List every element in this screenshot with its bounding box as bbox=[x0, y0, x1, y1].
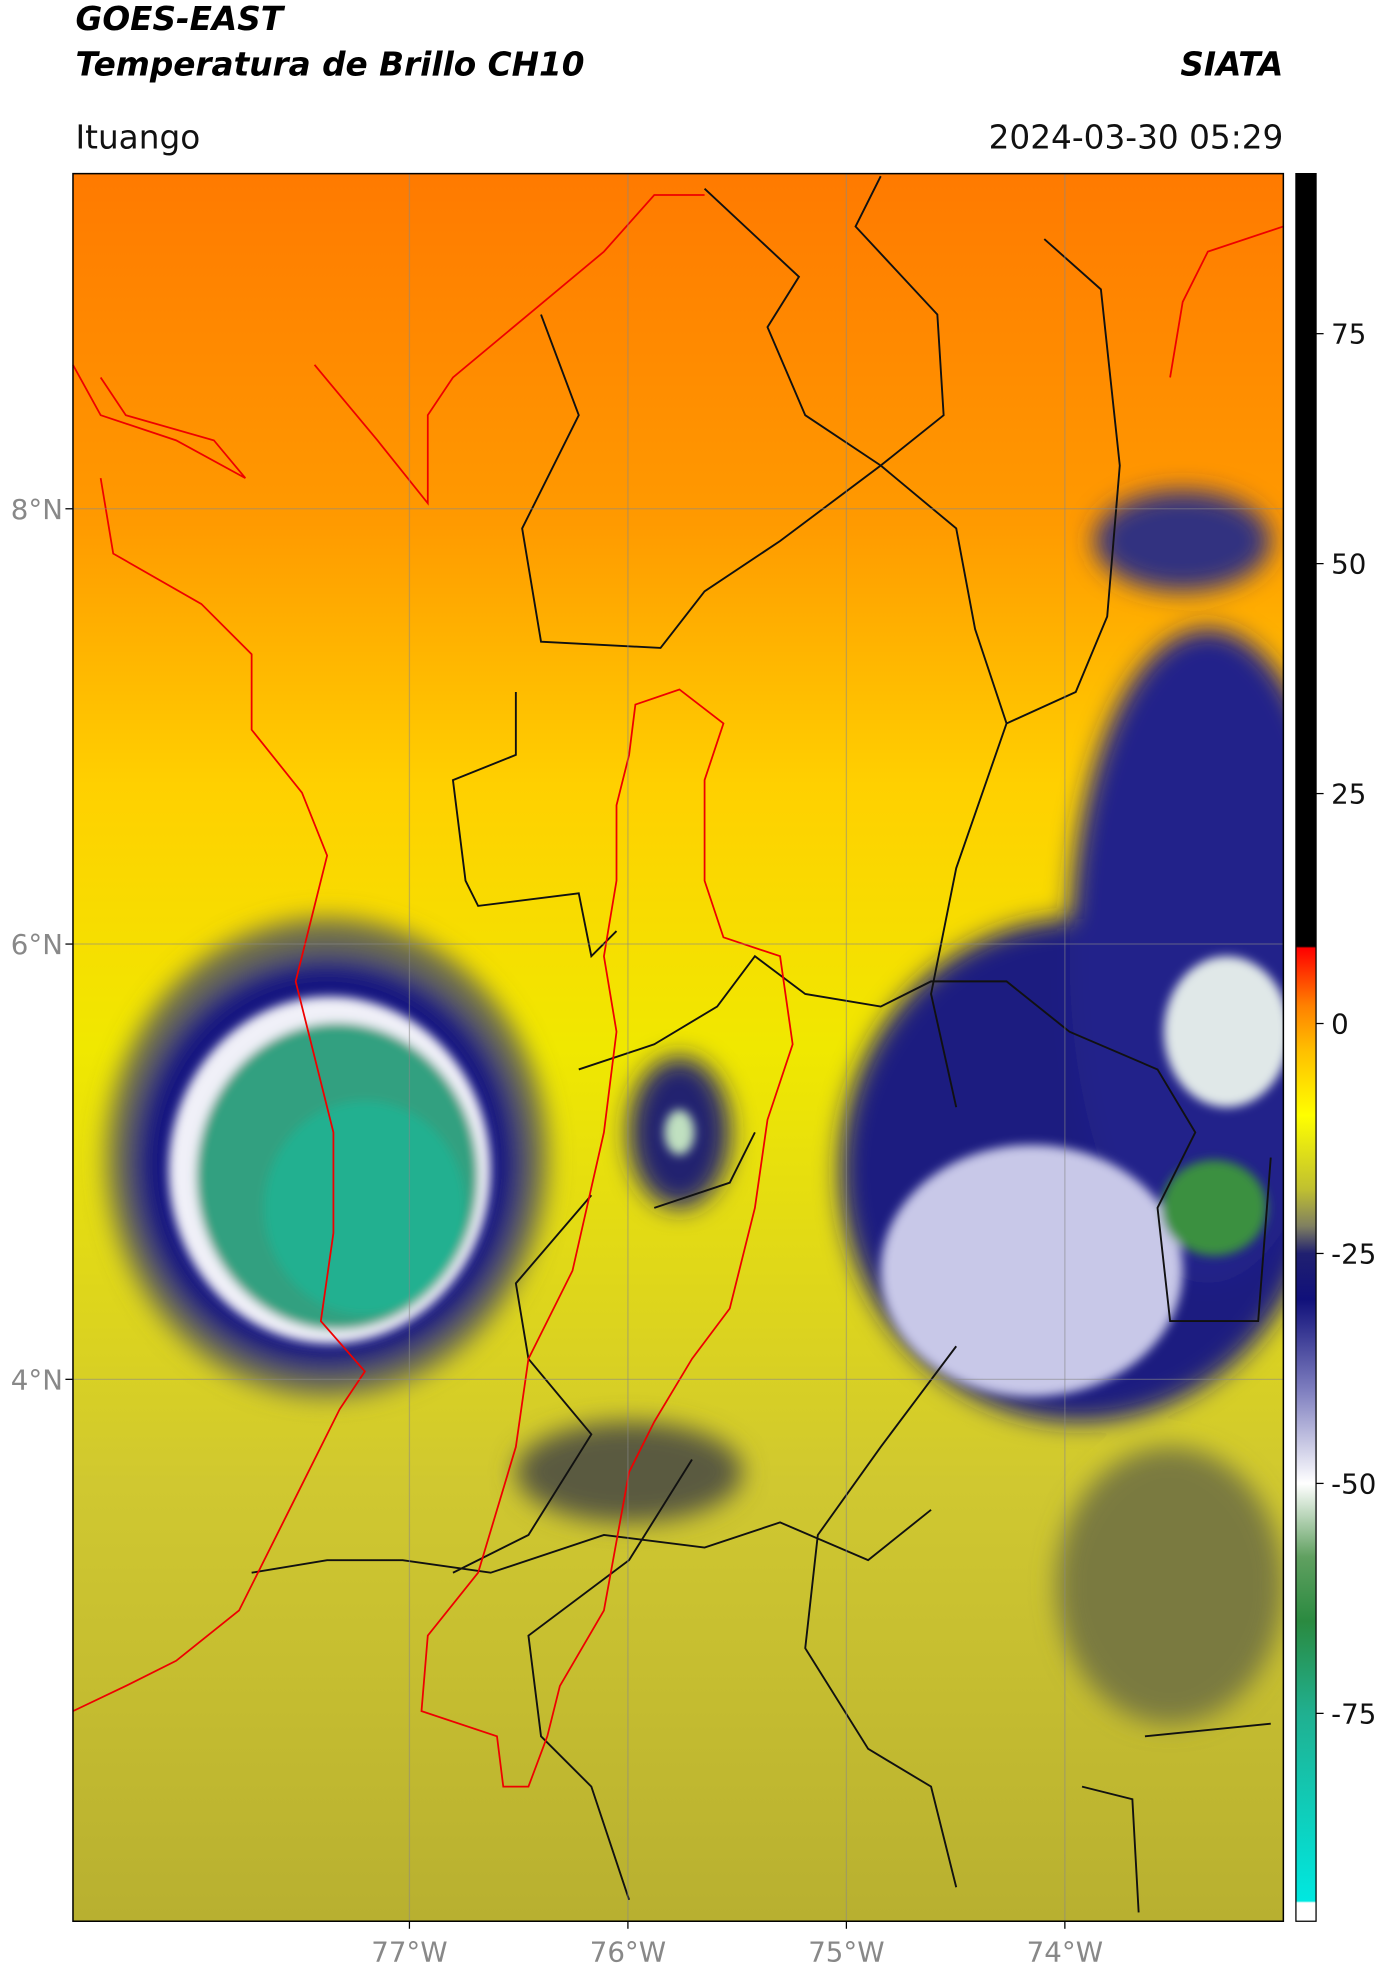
x-tick-label: 75°W bbox=[808, 1935, 884, 1968]
colorbar-tick-label: 0 bbox=[1331, 1008, 1349, 1041]
subtitle: Temperatura de Brillo CH10 bbox=[75, 45, 584, 83]
map-frame bbox=[72, 172, 1285, 1922]
datetime: 2024-03-30 05:29 bbox=[989, 118, 1284, 156]
colorbar-tick-label: 50 bbox=[1331, 548, 1366, 581]
source: SIATA bbox=[1180, 45, 1283, 83]
colorbar-tick-label: 25 bbox=[1331, 778, 1366, 811]
location: Ituango bbox=[75, 118, 200, 156]
x-tick-label: 76°W bbox=[590, 1935, 666, 1968]
colorbar-tick-label: -75 bbox=[1331, 1697, 1376, 1730]
x-tick-label: 74°W bbox=[1027, 1935, 1103, 1968]
colorbar-tick-label: -25 bbox=[1331, 1238, 1376, 1271]
title: GOES-EAST bbox=[75, 0, 285, 38]
y-tick-label: 8°N bbox=[11, 493, 63, 526]
x-tick-label: 77°W bbox=[371, 1935, 447, 1968]
colorbar-tick-label: 75 bbox=[1331, 318, 1366, 351]
colorbar bbox=[1295, 172, 1317, 1922]
map-field bbox=[72, 173, 1284, 1922]
y-tick-label: 4°N bbox=[11, 1363, 63, 1396]
colorbar-tick-label: -50 bbox=[1331, 1467, 1376, 1500]
borders bbox=[72, 175, 1284, 1913]
y-tick-label: 6°N bbox=[11, 928, 63, 961]
